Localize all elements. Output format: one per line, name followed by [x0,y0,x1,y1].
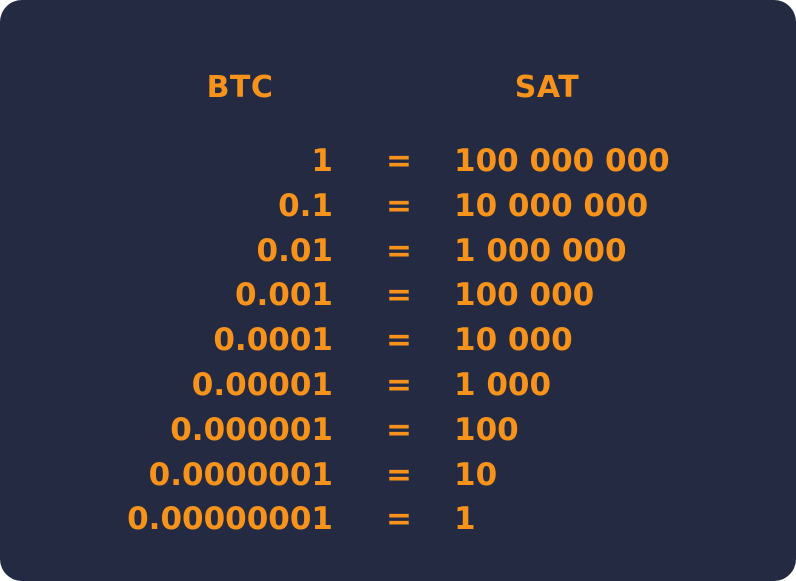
table-row: 0.0001 = 10 000 [0,318,796,363]
btc-value: 0.0001 [213,322,333,359]
btc-value: 0.001 [234,277,333,314]
sat-value: 1 000 000 [454,232,627,269]
sat-value: 10 000 000 [454,187,649,224]
table-row: 0.000001 = 100 [0,408,796,453]
sat-value: 10 [454,456,498,493]
equals-sign: = [386,501,412,538]
btc-value: 0.00001 [191,366,333,403]
equals-sign: = [386,411,412,448]
equals-sign: = [386,366,412,403]
btc-value: 0.000001 [170,411,333,448]
btc-value: 0.1 [278,187,333,224]
equals-sign: = [386,277,412,314]
table-row: 0.00000001 = 1 [0,497,796,542]
equals-sign: = [386,322,412,359]
equals-sign: = [386,232,412,269]
btc-column-header: BTC [206,70,274,105]
sat-value: 1 [454,501,476,538]
sat-column-header: SAT [514,70,580,105]
sat-value: 10 000 [454,322,573,359]
equals-sign: = [386,187,412,224]
sat-value: 100 [454,411,519,448]
sat-value: 1 000 [454,366,552,403]
sat-value: 100 000 [454,277,595,314]
table-row: 0.1 = 10 000 000 [0,184,796,229]
conversion-table: 1 = 100 000 000 0.1 = 10 000 000 0.01 = … [0,139,796,542]
table-row: 1 = 100 000 000 [0,139,796,184]
sat-value: 100 000 000 [454,143,670,179]
btc-value: 1 [311,143,333,179]
table-row: 0.01 = 1 000 000 [0,229,796,274]
btc-value: 0.01 [256,232,334,269]
btc-value: 0.0000001 [148,456,333,493]
equals-sign: = [386,456,412,493]
btc-value: 0.00000001 [127,501,333,538]
table-row: 0.00001 = 1 000 [0,363,796,408]
equals-sign: = [386,143,412,179]
table-row: 0.0000001 = 10 [0,453,796,498]
table-row: 0.001 = 100 000 [0,273,796,318]
